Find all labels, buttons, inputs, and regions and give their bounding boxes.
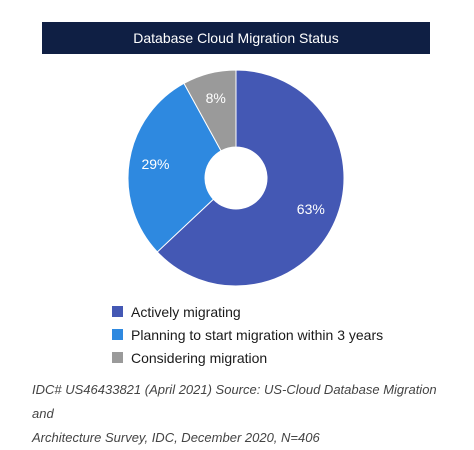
legend-item-considering-migration: Considering migration: [112, 346, 383, 369]
source-line: Architecture Survey, IDC, December 2020,…: [32, 430, 320, 445]
legend-swatch: [112, 306, 123, 317]
legend-label: Considering migration: [131, 349, 268, 366]
slice-value-label: 29%: [141, 156, 169, 172]
legend-swatch: [112, 352, 123, 363]
legend-label: Actively migrating: [131, 303, 241, 320]
donut-chart: 63% 29% 8%: [127, 69, 345, 287]
slice-value-label: 63%: [297, 201, 325, 217]
legend-swatch: [112, 329, 123, 340]
chart-legend: Actively migrating Planning to start mig…: [112, 300, 383, 369]
source-note: IDC# US46433821 (April 2021) Source: US-…: [32, 378, 452, 450]
legend-item-planning-migration: Planning to start migration within 3 yea…: [112, 323, 383, 346]
donut-slice: [183, 69, 237, 152]
source-line: IDC# US46433821 (April 2021) Source: US-…: [32, 382, 437, 421]
donut-slice: [156, 69, 345, 287]
slice-value-label: 8%: [206, 90, 226, 106]
legend-label: Planning to start migration within 3 yea…: [131, 326, 384, 343]
chart-title: Database Cloud Migration Status: [42, 22, 430, 54]
legend-item-actively-migrating: Actively migrating: [112, 300, 383, 323]
donut-slice: [127, 82, 222, 253]
